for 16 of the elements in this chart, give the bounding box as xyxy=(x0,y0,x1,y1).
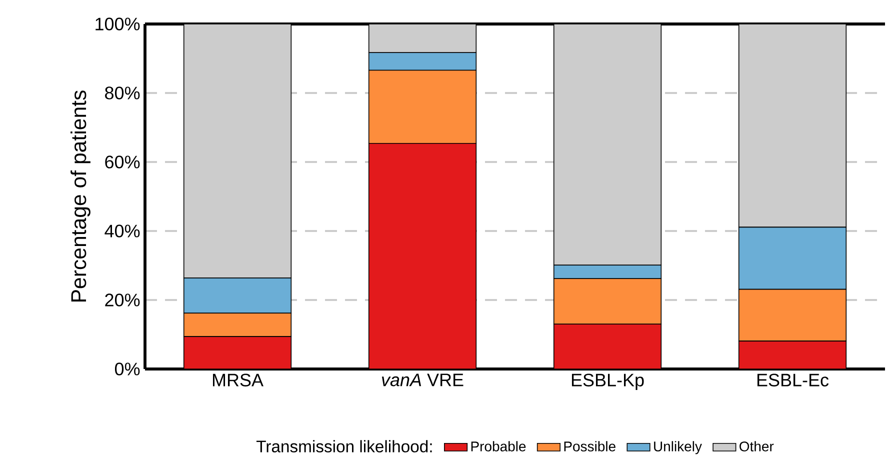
y-tick-label: 100% xyxy=(96,18,140,30)
legend-label: Probable xyxy=(471,441,526,452)
y-tick-label: 20% xyxy=(105,294,140,306)
x-tick-label: ESBL-Ec xyxy=(757,374,829,386)
y-tick-label: 40% xyxy=(104,224,140,238)
y-tick-label: 0% xyxy=(114,362,140,376)
legend-title: Transmission likelihood: xyxy=(256,440,432,452)
y-tick-label: 60% xyxy=(105,156,140,168)
legend-label: Possible xyxy=(564,441,616,452)
legend-label: Unlikely xyxy=(654,441,702,454)
x-tick-label: ESBL-Kp xyxy=(572,374,644,390)
x-tick-label: MRSA xyxy=(212,374,264,386)
x-tick-label: vanA VRE xyxy=(382,374,464,386)
y-axis-title: Percentage of patients xyxy=(70,90,90,302)
legend-label: Other xyxy=(740,441,774,452)
y-tick-label: 80% xyxy=(105,86,140,100)
